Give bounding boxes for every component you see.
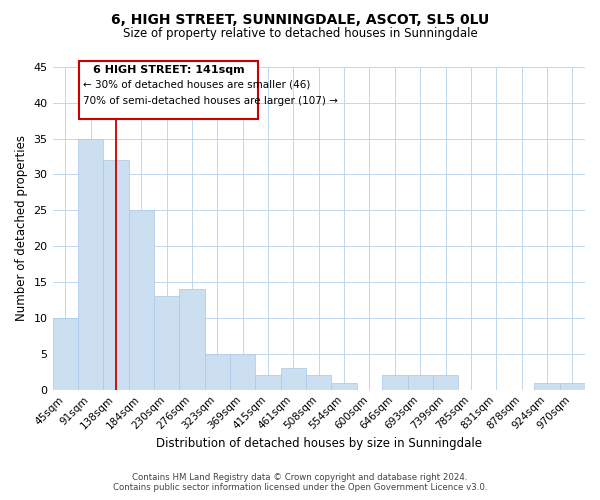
Bar xyxy=(154,296,179,390)
Bar xyxy=(382,376,407,390)
Bar xyxy=(256,376,281,390)
Bar xyxy=(560,382,585,390)
Bar xyxy=(103,160,128,390)
Bar xyxy=(306,376,331,390)
Bar xyxy=(128,210,154,390)
Bar xyxy=(53,318,78,390)
Bar xyxy=(534,382,560,390)
Bar xyxy=(331,382,357,390)
Text: 6 HIGH STREET: 141sqm: 6 HIGH STREET: 141sqm xyxy=(93,66,244,76)
X-axis label: Distribution of detached houses by size in Sunningdale: Distribution of detached houses by size … xyxy=(156,437,482,450)
Bar xyxy=(205,354,230,390)
Text: 6, HIGH STREET, SUNNINGDALE, ASCOT, SL5 0LU: 6, HIGH STREET, SUNNINGDALE, ASCOT, SL5 … xyxy=(111,12,489,26)
Bar xyxy=(407,376,433,390)
Text: Contains HM Land Registry data © Crown copyright and database right 2024.
Contai: Contains HM Land Registry data © Crown c… xyxy=(113,473,487,492)
FancyBboxPatch shape xyxy=(79,61,258,118)
Bar xyxy=(230,354,256,390)
Text: 70% of semi-detached houses are larger (107) →: 70% of semi-detached houses are larger (… xyxy=(83,96,338,106)
Text: Size of property relative to detached houses in Sunningdale: Size of property relative to detached ho… xyxy=(122,28,478,40)
Text: ← 30% of detached houses are smaller (46): ← 30% of detached houses are smaller (46… xyxy=(83,80,310,90)
Bar xyxy=(433,376,458,390)
Bar xyxy=(281,368,306,390)
Bar xyxy=(179,290,205,390)
Bar xyxy=(78,138,103,390)
Y-axis label: Number of detached properties: Number of detached properties xyxy=(15,136,28,322)
